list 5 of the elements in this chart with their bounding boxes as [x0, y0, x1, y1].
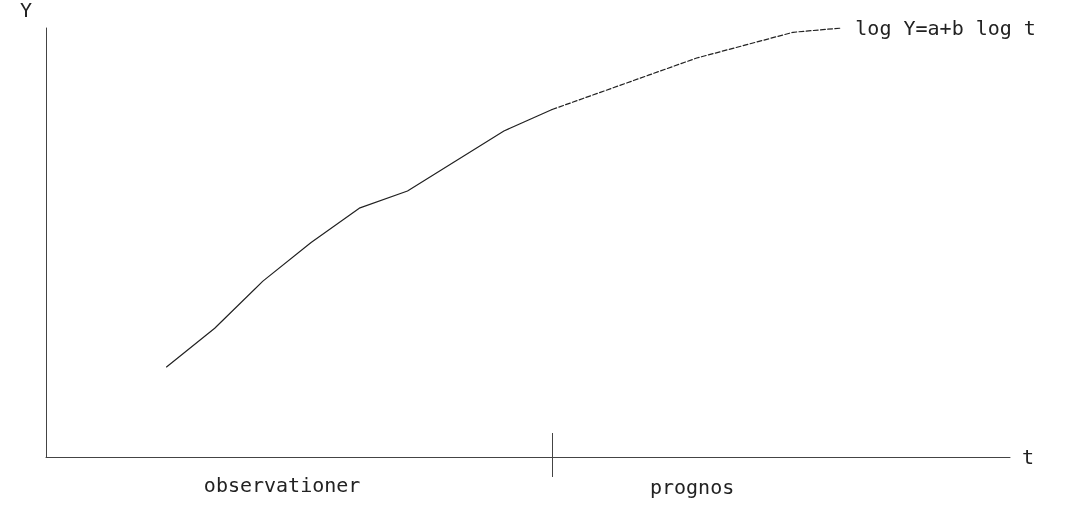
- text: observationer: [203, 473, 361, 497]
- text: prognos: [649, 475, 735, 499]
- x-axis-title: t: [1022, 445, 1035, 469]
- y-axis-title: Y: [19, 0, 32, 22]
- annotation: log Y=a+b log t: [855, 16, 1036, 40]
